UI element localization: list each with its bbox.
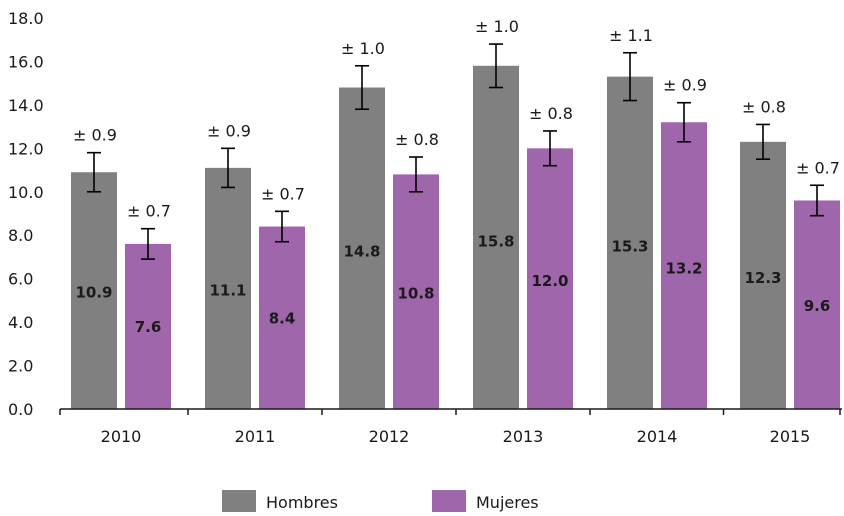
x-tick-label: 2015 [770, 427, 811, 446]
y-tick-label: 18.0 [8, 9, 44, 28]
value-label: 15.3 [611, 237, 648, 255]
legend-label-mujeres: Mujeres [476, 493, 539, 512]
legend-swatch-mujeres [432, 490, 466, 512]
bar-hombres-2014 [607, 76, 653, 410]
error-label: ± 0.7 [796, 158, 840, 177]
bar-hombres-2015 [740, 141, 786, 410]
legend: Hombres Mujeres [222, 490, 539, 512]
error-label: ± 0.9 [207, 121, 251, 140]
y-tick-label: 2.0 [8, 357, 33, 376]
value-label: 12.0 [531, 272, 568, 290]
error-label: ± 0.7 [127, 202, 171, 221]
error-label: ± 0.9 [663, 76, 707, 95]
bar-mujeres-2010 [125, 243, 171, 409]
bar-hombres-2011 [205, 167, 251, 409]
x-tick-label: 2014 [637, 427, 678, 446]
y-tick-label: 14.0 [8, 96, 44, 115]
error-label: ± 0.7 [261, 184, 305, 203]
value-label: 13.2 [665, 259, 702, 277]
y-tick-label: 12.0 [8, 139, 44, 158]
value-label: 10.9 [75, 283, 112, 301]
value-label: 7.6 [135, 318, 162, 336]
bar-hombres-2012 [339, 87, 385, 409]
legend-label-hombres: Hombres [266, 493, 338, 512]
x-tick-label: 2013 [503, 427, 544, 446]
value-label: 8.4 [269, 309, 296, 327]
y-axis: 0.0 2.0 4.0 6.0 8.0 10.0 12.0 14.0 16.0 18.0 [8, 9, 44, 419]
error-label: ± 0.8 [395, 130, 439, 149]
x-tick-label: 2010 [101, 427, 142, 446]
data-labels: 10.9 ± 0.9 7.6 ± 0.7 11.1 ± 0.9 8.4 ± 0.7 14.8 ± … [73, 17, 840, 336]
value-label: 9.6 [804, 297, 831, 315]
y-tick-label: 16.0 [8, 52, 44, 71]
error-label: ± 1.0 [341, 39, 385, 58]
bar-mujeres-2014 [661, 122, 707, 410]
legend-swatch-hombres [222, 490, 256, 512]
bar-mujeres-2015 [794, 200, 840, 409]
bar-hombres-2010 [71, 172, 117, 409]
value-label: 12.3 [744, 269, 781, 287]
x-tick-label: 2011 [235, 427, 276, 446]
x-axis: 2010 2011 2012 2013 2014 2015 [59, 408, 842, 446]
bars [71, 65, 840, 410]
x-tick-label: 2012 [369, 427, 410, 446]
error-label: ± 0.8 [742, 97, 786, 116]
bar-mujeres-2013 [527, 148, 573, 410]
error-label: ± 1.1 [609, 26, 653, 45]
y-tick-label: 4.0 [8, 313, 33, 332]
y-tick-label: 6.0 [8, 270, 33, 289]
bar-mujeres-2012 [393, 174, 439, 409]
y-tick-label: 0.0 [8, 400, 33, 419]
y-tick-label: 10.0 [8, 183, 44, 202]
error-bars [87, 43, 824, 260]
error-label: ± 0.9 [73, 126, 117, 145]
y-tick-label: 8.0 [8, 226, 33, 245]
error-label: ± 0.8 [529, 104, 573, 123]
error-label: ± 1.0 [475, 17, 519, 36]
bar-mujeres-2011 [259, 226, 305, 409]
value-label: 11.1 [209, 281, 246, 299]
value-label: 10.8 [397, 284, 434, 302]
value-label: 15.8 [477, 232, 514, 250]
value-label: 14.8 [343, 243, 380, 261]
bar-hombres-2013 [473, 65, 519, 410]
